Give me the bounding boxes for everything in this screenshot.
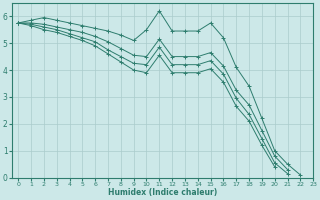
X-axis label: Humidex (Indice chaleur): Humidex (Indice chaleur)	[108, 188, 217, 197]
